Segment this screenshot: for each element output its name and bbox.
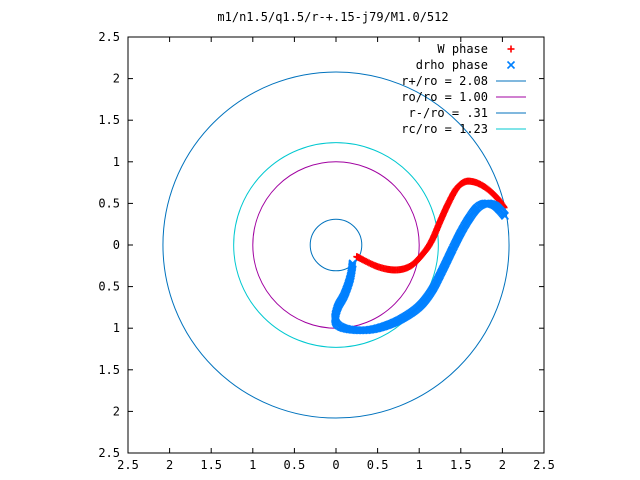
chart-title: m1/n1.5/q1.5/r-+.15-j79/M1.0/512 (217, 10, 448, 24)
x-tick-label: 2.5 (533, 458, 555, 472)
legend-label: r-/ro = .31 (409, 106, 488, 120)
y-tick-label: 1.5 (98, 363, 120, 377)
x-tick-label: 2 (166, 458, 173, 472)
legend-label: r+/ro = 2.08 (401, 74, 488, 88)
radius-circle (309, 218, 363, 272)
y-tick-label: 0 (113, 238, 120, 252)
x-tick-label: 1 (249, 458, 256, 472)
y-tick-label: 2.5 (98, 30, 120, 44)
y-tick-label: 0.5 (98, 196, 120, 210)
axis-ticks: 2.5 2 1.5 1 0.5 0 0.5 1 1.5 2 2.52.521.510.500.511… (98, 30, 555, 472)
x-tick-label: 1.5 (450, 458, 472, 472)
x-tick-label: 2 (499, 458, 506, 472)
y-tick-label: 2.5 (98, 446, 120, 460)
x-tick-label: 2.5 (117, 458, 139, 472)
phase-series (331, 177, 509, 335)
y-tick-label: 0.5 (98, 280, 120, 294)
y-tick-label: 2 (113, 404, 120, 418)
x-tick-label: 0.5 (284, 458, 306, 472)
legend-label: rc/ro = 1.23 (401, 122, 488, 136)
y-tick-label: 1.5 (98, 113, 120, 127)
radius-circle (162, 71, 510, 419)
y-tick-label: 2 (113, 72, 120, 86)
y-tick-label: 1 (113, 321, 120, 335)
x-tick-label: 1.5 (200, 458, 222, 472)
legend-label: ro/ro = 1.00 (401, 90, 488, 104)
x-tick-label: 0 (332, 458, 339, 472)
legend: W phase drho phase r+/ro = 2.08 ro/ro = 1.0… (401, 42, 526, 136)
radius-circle (233, 142, 439, 348)
legend-marker (507, 45, 515, 53)
drho-phase-point (500, 211, 509, 220)
legend-marker (506, 60, 516, 70)
x-tick-label: 0.5 (367, 458, 389, 472)
y-tick-label: 1 (113, 155, 120, 169)
legend-label: W phase (437, 42, 488, 56)
legend-label: drho phase (416, 58, 488, 72)
x-tick-label: 1 (416, 458, 423, 472)
